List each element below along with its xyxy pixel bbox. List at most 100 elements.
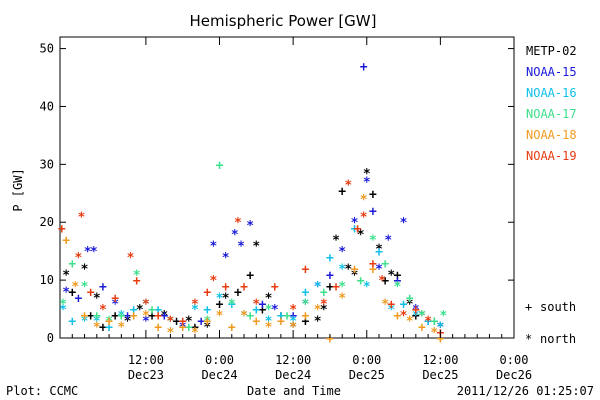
marker-noaa-15-north: *: [314, 280, 322, 295]
legend-item-metp-02: METP-02: [526, 44, 577, 58]
footer-timestamp: 2011/12/26 01:25:07: [457, 384, 594, 398]
marker-noaa-15-north: *: [271, 303, 279, 318]
marker-noaa-15-south: +: [369, 205, 377, 220]
marker-noaa-18-north: *: [216, 309, 224, 324]
marker-noaa-15-south: +: [160, 309, 168, 324]
legend-north-symbol: *: [525, 332, 532, 346]
marker-noaa-19-south: +: [154, 309, 162, 324]
marker-noaa-19-south: +: [354, 222, 362, 237]
marker-noaa-18-south: +: [228, 320, 236, 335]
x-axis-label: Date and Time: [247, 384, 341, 398]
marker-noaa-17-south: +: [246, 309, 254, 324]
marker-noaa-16-north: *: [216, 291, 224, 306]
marker-metp-02-south: +: [148, 309, 156, 324]
y-tick-label: 10: [40, 273, 54, 287]
axes: 0102030405012:00Dec230:00Dec2412:00Dec24…: [40, 37, 532, 382]
marker-noaa-17-south: +: [68, 257, 76, 272]
marker-noaa-16-south: +: [130, 303, 138, 318]
marker-noaa-17-south: +: [357, 274, 365, 289]
marker-noaa-19-south: +: [369, 257, 377, 272]
marker-noaa-16-south: +: [203, 303, 211, 318]
marker-metp-02-north: *: [320, 303, 328, 318]
marker-metp-02-north: *: [406, 297, 414, 312]
marker-metp-02-north: *: [185, 315, 193, 330]
marker-noaa-16-south: +: [154, 303, 162, 318]
marker-noaa-16-north: *: [59, 303, 67, 318]
marker-noaa-18-south: +: [105, 315, 113, 330]
marker-noaa-18-north: *: [167, 326, 175, 341]
marker-noaa-16-north: *: [191, 303, 199, 318]
marker-noaa-15-north: *: [179, 320, 187, 335]
marker-metp-02-south: +: [216, 297, 224, 312]
marker-noaa-16-south: +: [400, 297, 408, 312]
marker-noaa-18-south: +: [436, 332, 444, 347]
marker-noaa-17-north: *: [228, 297, 236, 312]
marker-noaa-17-north: *: [133, 268, 141, 283]
marker-noaa-15-south: +: [259, 297, 267, 312]
marker-noaa-17-north: *: [265, 303, 273, 318]
marker-noaa-16-south: +: [277, 309, 285, 324]
x-tick-date: Dec26: [496, 368, 532, 382]
marker-noaa-17-north: *: [394, 280, 402, 295]
marker-metp-02-north: *: [344, 263, 352, 278]
marker-noaa-19-south: +: [58, 222, 66, 237]
marker-noaa-19-north: *: [78, 210, 86, 225]
marker-noaa-16-south: +: [68, 315, 76, 330]
marker-noaa-19-north: *: [234, 216, 242, 231]
marker-metp-02-south: +: [87, 309, 95, 324]
marker-metp-02-south: +: [191, 320, 199, 335]
marker-metp-02-north: *: [203, 320, 211, 335]
marker-metp-02-south: +: [173, 315, 181, 330]
marker-noaa-17-north: *: [440, 309, 448, 324]
y-tick-label: 50: [40, 42, 54, 56]
marker-metp-02-north: *: [222, 291, 230, 306]
marker-noaa-16-south: +: [228, 297, 236, 312]
marker-noaa-17-south: +: [148, 303, 156, 318]
marker-noaa-19-north: *: [378, 274, 386, 289]
marker-noaa-19-north: *: [360, 210, 368, 225]
marker-noaa-17-south: +: [216, 158, 224, 173]
marker-noaa-18-south: +: [301, 309, 309, 324]
marker-metp-02-north: *: [62, 268, 70, 283]
marker-noaa-18-south: +: [154, 320, 162, 335]
marker-metp-02-south: +: [369, 187, 377, 202]
marker-noaa-17-north: *: [59, 297, 67, 312]
marker-noaa-15-north: *: [237, 239, 245, 254]
x-tick-time: 12:00: [275, 353, 311, 367]
marker-noaa-18-north: *: [191, 326, 199, 341]
marker-noaa-19-south: +: [87, 286, 95, 301]
marker-noaa-15-north: *: [338, 245, 346, 260]
marker-noaa-16-south: +: [179, 315, 187, 330]
marker-noaa-19-north: *: [400, 309, 408, 324]
marker-noaa-16-north: *: [289, 315, 297, 330]
marker-noaa-16-north: *: [240, 309, 248, 324]
marker-noaa-15-south: +: [99, 280, 107, 295]
marker-metp-02-north: *: [436, 320, 444, 335]
marker-noaa-15-south: +: [197, 315, 205, 330]
marker-noaa-18-north: *: [338, 291, 346, 306]
marker-noaa-16-north: *: [167, 315, 175, 330]
marker-metp-02-south: +: [99, 320, 107, 335]
y-tick-label: 0: [47, 331, 54, 345]
marker-noaa-15-north: *: [111, 297, 119, 312]
marker-metp-02-north: *: [160, 309, 168, 324]
marker-noaa-18-north: *: [93, 320, 101, 335]
marker-metp-02-south: +: [246, 268, 254, 283]
marker-noaa-15-north: *: [436, 320, 444, 335]
marker-noaa-18-south: +: [252, 315, 260, 330]
marker-metp-02-south: +: [234, 286, 242, 301]
x-tick-time: 0:00: [205, 353, 234, 367]
marker-noaa-16-south: +: [105, 320, 113, 335]
marker-metp-02-south: +: [326, 280, 334, 295]
marker-noaa-15-north: *: [84, 245, 92, 260]
legend-item-noaa-18: NOAA-18: [526, 128, 577, 142]
x-tick-date: Dec23: [128, 368, 164, 382]
marker-noaa-16-north: *: [436, 320, 444, 335]
marker-noaa-17-south: +: [283, 309, 291, 324]
marker-noaa-19-north: *: [142, 297, 150, 312]
marker-noaa-18-north: *: [142, 309, 150, 324]
marker-noaa-15-south: +: [424, 315, 432, 330]
marker-metp-02-south: +: [68, 286, 76, 301]
marker-noaa-16-north: *: [265, 315, 273, 330]
marker-noaa-15-north: *: [363, 176, 371, 191]
